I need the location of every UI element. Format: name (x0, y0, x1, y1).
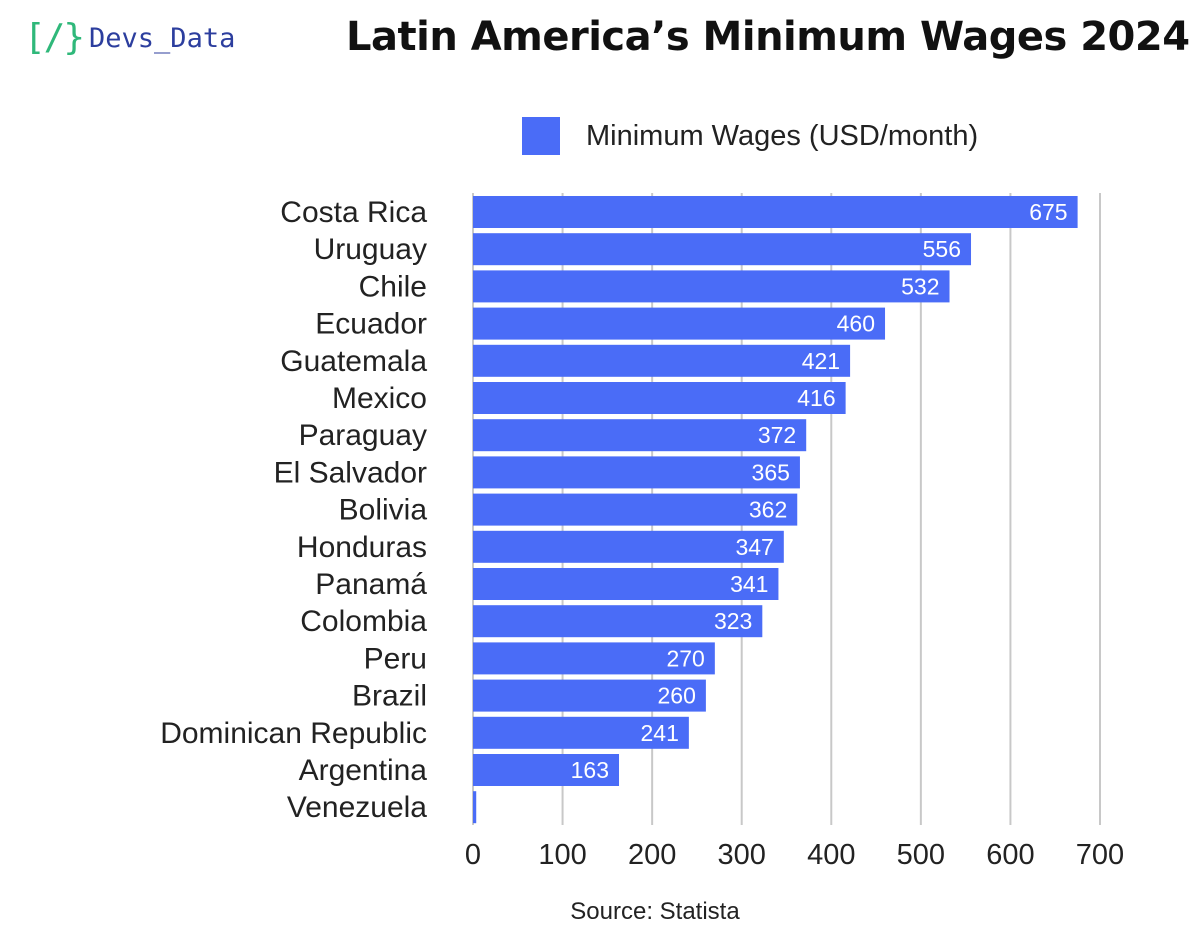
category-label: Uruguay (314, 233, 427, 266)
bar (473, 530, 784, 563)
bar (473, 642, 715, 675)
x-tick-label: 600 (986, 839, 1034, 871)
data-label: 323 (714, 608, 752, 634)
category-label: Mexico (332, 382, 427, 415)
legend-label: Minimum Wages (USD/month) (586, 119, 979, 152)
bar (473, 196, 1078, 228)
bar (473, 344, 851, 377)
logo-text: Devs_Data (89, 22, 236, 54)
bar (473, 233, 972, 266)
source-note: Source: Statista (570, 898, 740, 925)
bar (473, 568, 779, 600)
brand-logo: [/} Devs_Data (24, 20, 235, 56)
category-label: Ecuador (315, 308, 427, 341)
data-label: 416 (797, 385, 835, 411)
bar (473, 307, 886, 340)
x-tick-label: 0 (465, 839, 481, 871)
bar (473, 754, 620, 786)
data-label: 532 (901, 273, 939, 299)
category-label: Honduras (297, 531, 427, 564)
data-label: 421 (802, 348, 840, 374)
category-label: Peru (364, 642, 427, 675)
category-label: Bolivia (339, 494, 428, 527)
data-label: 163 (571, 757, 609, 783)
category-label: Colombia (300, 605, 427, 638)
data-label: 362 (749, 497, 787, 523)
category-label: Brazil (352, 680, 427, 713)
bar (473, 716, 689, 749)
category-label: Guatemala (280, 345, 427, 378)
bar (473, 419, 807, 452)
bar (473, 679, 706, 712)
category-label: Venezuela (287, 791, 427, 824)
x-tick-label: 500 (897, 839, 945, 871)
bar (473, 456, 800, 489)
category-label: Panamá (315, 568, 427, 601)
chart-title: Latin America’s Minimum Wages 2024 (346, 14, 1190, 60)
legend-swatch (522, 117, 560, 155)
category-label: Chile (359, 270, 427, 303)
data-label: 347 (735, 534, 773, 560)
data-label: 372 (758, 422, 796, 448)
data-label: 341 (730, 571, 768, 597)
x-tick-label: 400 (807, 839, 855, 871)
x-tick-label: 700 (1076, 839, 1124, 871)
x-tick-label: 300 (718, 839, 766, 871)
category-label: El Salvador (274, 456, 427, 489)
bar (473, 605, 763, 638)
data-label: 365 (752, 459, 790, 485)
data-label: 241 (640, 720, 678, 746)
category-label: Dominican Republic (160, 717, 427, 750)
bar (473, 791, 477, 824)
x-tick-label: 200 (628, 839, 676, 871)
bar (473, 493, 798, 526)
category-label: Argentina (299, 754, 428, 787)
logo-bracket-icon: [/} (24, 17, 85, 58)
data-label: 460 (837, 311, 875, 337)
x-tick-label: 100 (538, 839, 586, 871)
data-label: 270 (666, 645, 704, 671)
data-label: 675 (1029, 199, 1067, 225)
data-label: 556 (923, 236, 961, 262)
bar (473, 270, 950, 303)
category-label: Costa Rica (280, 196, 427, 229)
data-label: 260 (658, 683, 696, 709)
chart-legend: Minimum Wages (USD/month) (522, 117, 978, 155)
category-label: Paraguay (299, 419, 427, 452)
bar (473, 382, 846, 414)
